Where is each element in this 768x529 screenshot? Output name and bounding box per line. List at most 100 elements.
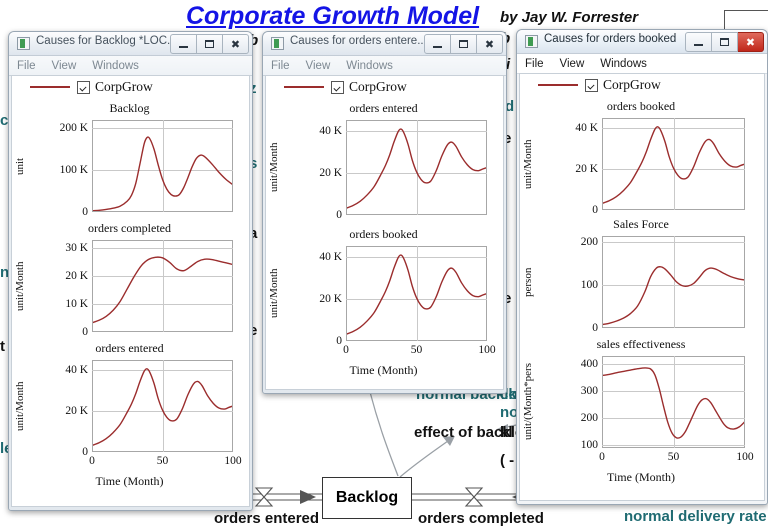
- chart-y-ticks: 0 100 K 200 K: [12, 100, 88, 228]
- maximize-button[interactable]: [451, 34, 477, 54]
- window-controls: ✖: [170, 34, 249, 54]
- chart-legend: CorpGrow: [520, 74, 764, 96]
- chart-x-tick-label: 50: [410, 344, 423, 356]
- menu-item-view[interactable]: View: [305, 59, 331, 72]
- menu-item-file[interactable]: File: [17, 59, 36, 72]
- chart-plot-frame: [602, 236, 745, 328]
- minimize-button[interactable]: [424, 34, 451, 54]
- window-titlebar[interactable]: Causes for Backlog *LOC... ✖: [9, 32, 252, 56]
- menu-item-file[interactable]: File: [525, 57, 544, 70]
- chart-legend: CorpGrow: [12, 76, 249, 98]
- stock-backlog: Backlog: [322, 477, 412, 519]
- chart-series-corpgrow: [93, 256, 232, 324]
- window-titlebar[interactable]: Causes for orders booked ✖: [517, 30, 767, 54]
- window-causes-for-orders-entered[interactable]: Causes for orders entere... ✖ File View Wind…: [262, 31, 507, 394]
- minimize-button[interactable]: [170, 34, 197, 54]
- maximize-icon: [451, 35, 476, 53]
- chart-y-tick-label: 20 K: [65, 405, 88, 418]
- window-causes-for-orders-booked[interactable]: Causes for orders booked ✖ File View Windows…: [516, 29, 768, 505]
- chart-plot-frame: [346, 120, 487, 215]
- chart-y-ticks: 0 20 K 40 K: [520, 98, 598, 224]
- maximize-button[interactable]: [712, 32, 738, 52]
- legend-checkbox[interactable]: [77, 80, 90, 94]
- chart-x-tick-label: 100: [478, 344, 496, 356]
- page-title: Corporate Growth Model: [186, 2, 480, 30]
- chart-title: orders booked: [349, 227, 418, 241]
- menu-item-file[interactable]: File: [271, 59, 290, 72]
- chart-y-ticks: 0 20 K 40 K: [12, 340, 88, 500]
- chart-x-ticks: 0 50 100: [12, 455, 247, 470]
- chart-sales-force: Sales Force 0 100 200 person: [520, 216, 762, 342]
- minimize-icon: [686, 33, 711, 51]
- chart-y-tick-label: 0: [592, 204, 598, 216]
- aux-sign-marker: ( -: [500, 452, 515, 469]
- chart-gridline-h: [346, 299, 487, 300]
- chart-series-corpgrow: [347, 254, 486, 335]
- chart-y-ticks: 100 200 300 400: [520, 336, 598, 496]
- chart-y-tick-label: 0: [592, 322, 598, 334]
- window-menubar: File View Windows: [517, 54, 767, 74]
- window-title: Causes for orders entere...: [290, 35, 427, 47]
- legend-line-swatch: [284, 86, 324, 88]
- menu-item-view[interactable]: View: [51, 59, 77, 72]
- legend-label: CorpGrow: [95, 79, 153, 94]
- window-app-icon: [525, 35, 538, 48]
- chart-y-tick-label: 40 K: [319, 250, 342, 263]
- chart-gridline-h: [602, 364, 745, 365]
- chart-gridline-v: [163, 120, 164, 212]
- page-byline: by Jay W. Forrester: [500, 9, 639, 26]
- chart-gridline-v: [674, 118, 675, 210]
- window-title: Causes for orders booked: [544, 33, 677, 45]
- maximize-icon: [712, 33, 737, 51]
- chart-legend: CorpGrow: [266, 76, 503, 98]
- legend-line-swatch: [30, 86, 70, 88]
- chart-series-corpgrow: [603, 367, 744, 439]
- chart-gridline-v: [417, 246, 418, 341]
- fragment-gap2-d: d: [505, 98, 515, 115]
- chart-title: orders completed: [88, 221, 171, 235]
- maximize-button[interactable]: [197, 34, 223, 54]
- fragment-gap2-kl: kl: [500, 424, 513, 441]
- flow-label-orders-entered: orders entered: [214, 510, 320, 527]
- chart-gridline-v: [163, 360, 164, 452]
- chart-series-corpgrow: [347, 128, 486, 209]
- chart-y-tick-label: 40 K: [575, 122, 598, 135]
- fragment-gap2-e2: e: [503, 290, 512, 307]
- menu-item-view[interactable]: View: [559, 57, 585, 70]
- chart-sales-effectiveness: sales effectiveness 100 200 300 400 unit/(Mon…: [520, 336, 762, 496]
- close-button[interactable]: ✖: [477, 34, 503, 54]
- chart-x-axis-label: Time (Month): [349, 363, 418, 377]
- close-button[interactable]: ✖: [223, 34, 249, 54]
- chart-series-corpgrow: [603, 126, 744, 204]
- chart-y-ticks: 0 100 200: [520, 216, 598, 342]
- chart-gridline-h: [346, 257, 487, 258]
- chart-gridline-h: [92, 370, 233, 371]
- chart-y-tick-label: 0: [336, 335, 342, 347]
- menu-item-windows[interactable]: Windows: [92, 59, 139, 72]
- legend-checkbox[interactable]: [585, 78, 598, 92]
- fragment-gap1-e: e: [249, 322, 258, 339]
- window-causes-for-backlog[interactable]: Causes for Backlog *LOC... ✖ File View Windo…: [8, 31, 253, 511]
- chart-y-tick-label: 0: [82, 326, 88, 338]
- minimize-button[interactable]: [685, 32, 712, 52]
- window-titlebar[interactable]: Causes for orders entere... ✖: [263, 32, 506, 56]
- chart-title: orders entered: [349, 101, 418, 115]
- legend-checkbox[interactable]: [331, 80, 344, 94]
- chart-plot-frame: [346, 246, 487, 341]
- fragment-gap2-no: no: [500, 404, 519, 421]
- window-title: Causes for Backlog *LOC...: [36, 35, 177, 47]
- chart-gridline-h: [92, 276, 233, 277]
- close-button[interactable]: ✖: [738, 32, 764, 52]
- chart-y-tick-label: 20 K: [575, 163, 598, 176]
- menu-item-windows[interactable]: Windows: [346, 59, 393, 72]
- chart-gridline-h: [92, 128, 233, 129]
- close-icon: ✖: [484, 37, 495, 51]
- chart-y-tick-label: 20 K: [319, 166, 342, 179]
- menu-item-windows[interactable]: Windows: [600, 57, 647, 70]
